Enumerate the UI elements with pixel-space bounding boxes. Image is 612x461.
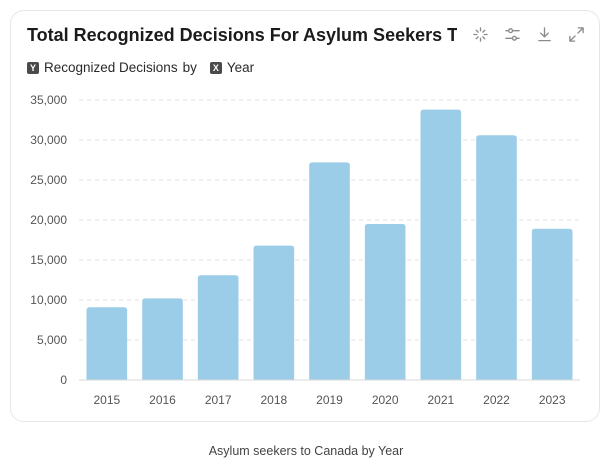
x-tick-label: 2022 — [483, 393, 510, 407]
chart-title: Total Recognized Decisions For Asylum Se… — [27, 25, 457, 45]
bar — [476, 135, 517, 380]
x-tick-label: 2020 — [372, 393, 399, 407]
y-tick-label: 15,000 — [30, 253, 67, 267]
bar — [531, 228, 573, 380]
bar — [253, 245, 295, 380]
bar — [364, 224, 406, 380]
x-field-label: Year — [226, 60, 255, 75]
x-tick-label: 2018 — [260, 393, 287, 407]
x-tick-label: 2021 — [427, 393, 454, 407]
chart-caption: Asylum seekers to Canada by Year — [208, 444, 404, 458]
bar — [142, 298, 183, 380]
y-chip: Y — [27, 61, 39, 74]
y-tick-label: 0 — [60, 373, 67, 387]
y-tick-label: 20,000 — [30, 213, 67, 227]
sliders-icon[interactable] — [503, 25, 521, 43]
x-tick-label: 2023 — [539, 393, 566, 407]
y-tick-label: 25,000 — [30, 173, 67, 187]
x-tick-label: 2016 — [149, 393, 176, 407]
axis-mapping: Y Recognized Decisions by X Year — [27, 60, 254, 75]
by-label: by — [182, 60, 197, 75]
y-tick-label: 5,000 — [37, 333, 67, 347]
bar — [420, 109, 462, 380]
bar — [86, 307, 128, 380]
y-tick-label: 30,000 — [30, 133, 67, 147]
x-chip: X — [209, 61, 222, 74]
bar — [197, 275, 239, 380]
x-tick-label: 2015 — [93, 393, 120, 407]
expand-icon[interactable] — [567, 25, 585, 43]
download-icon[interactable] — [535, 25, 553, 43]
chart-toolbar — [471, 25, 585, 43]
y-tick-label: 35,000 — [30, 93, 67, 107]
y-tick-label: 10,000 — [30, 293, 67, 307]
sparkle-icon[interactable] — [471, 25, 489, 43]
x-tick-label: 2017 — [205, 393, 232, 407]
y-field-label: Recognized Decisions — [44, 60, 178, 75]
x-tick-label: 2019 — [316, 393, 343, 407]
bar — [309, 162, 350, 380]
